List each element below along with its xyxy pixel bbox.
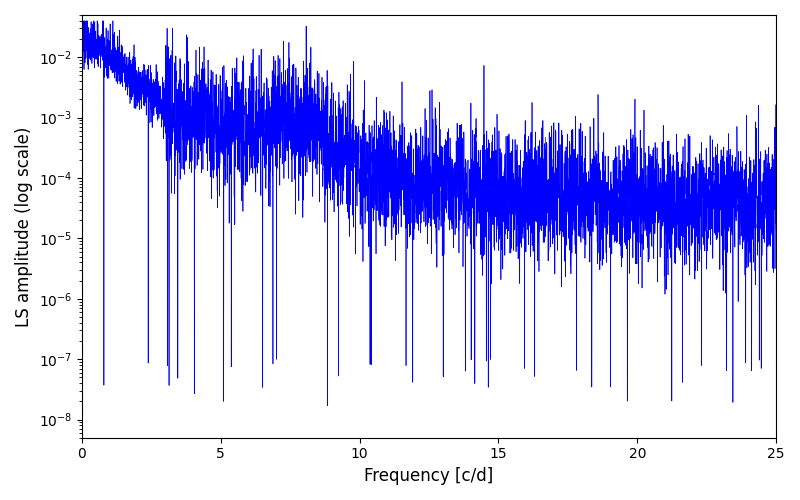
Y-axis label: LS amplitude (log scale): LS amplitude (log scale) bbox=[15, 126, 33, 326]
X-axis label: Frequency [c/d]: Frequency [c/d] bbox=[364, 467, 494, 485]
